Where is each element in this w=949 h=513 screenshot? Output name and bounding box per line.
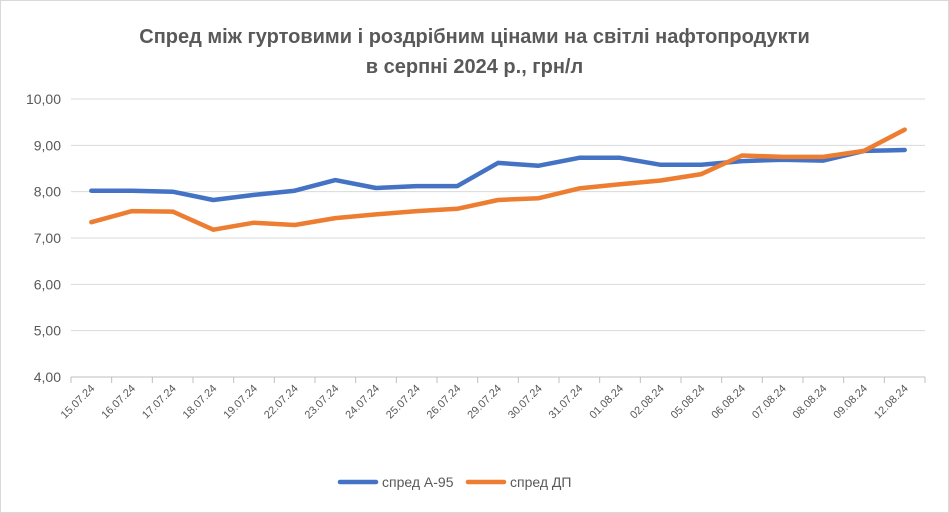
x-tick-label: 31.07.24 xyxy=(547,383,586,422)
chart-title-line1: Спред між гуртовими і роздрібним цінами … xyxy=(139,26,810,48)
y-tick-label: 4,00 xyxy=(34,369,61,385)
x-tick-label: 26.07.24 xyxy=(425,383,464,422)
y-axis-ticks: 4,00 5,00 6,00 7,00 8,00 9,00 10,00 xyxy=(26,91,61,385)
x-tick-label: 06.08.24 xyxy=(709,383,748,422)
y-tick-label: 8,00 xyxy=(34,184,61,200)
x-tick-label: 24.07.24 xyxy=(343,383,382,422)
x-tick-label: 12.08.24 xyxy=(872,383,911,422)
x-tick-label: 25.07.24 xyxy=(384,383,423,422)
x-tick-label: 05.08.24 xyxy=(669,383,708,422)
gridlines xyxy=(71,98,925,332)
x-tick-label: 29.07.24 xyxy=(465,383,504,422)
legend-label: спред А-95 xyxy=(382,474,454,490)
x-tick-label: 02.08.24 xyxy=(628,383,667,422)
y-tick-label: 6,00 xyxy=(34,276,61,292)
series-line-a95 xyxy=(89,147,907,203)
x-axis xyxy=(70,376,926,383)
x-tick-label: 17.07.24 xyxy=(140,383,179,422)
x-tick-label: 01.08.24 xyxy=(587,383,626,422)
x-tick-label: 30.07.24 xyxy=(506,383,545,422)
y-tick-label: 7,00 xyxy=(34,230,61,246)
legend: спред А-95 спред ДП xyxy=(337,474,571,490)
legend-item: спред А-95 xyxy=(337,474,454,490)
series-line-dp xyxy=(89,127,907,232)
x-tick-label: 18.07.24 xyxy=(181,383,220,422)
y-tick-label: 9,00 xyxy=(34,137,61,153)
legend-label: спред ДП xyxy=(510,474,571,490)
x-axis-ticks: 15.07.24 16.07.24 17.07.24 18.07.24 19.07.24… xyxy=(59,383,911,422)
x-tick-label: 22.07.24 xyxy=(262,383,301,422)
y-tick-label: 5,00 xyxy=(34,323,61,339)
y-tick-label: 10,00 xyxy=(26,91,61,107)
legend-item: спред ДП xyxy=(465,474,571,490)
chart-title: Спред між гуртовими і роздрібним цінами … xyxy=(0,22,949,82)
series-lines xyxy=(89,127,907,232)
x-tick-label: 16.07.24 xyxy=(99,383,138,422)
x-tick-label: 19.07.24 xyxy=(221,383,260,422)
x-tick-label: 23.07.24 xyxy=(303,383,342,422)
chart-title-line2: в серпні 2024 р., грн/л xyxy=(365,56,584,78)
x-tick-label: 15.07.24 xyxy=(59,383,98,422)
x-tick-label: 09.08.24 xyxy=(831,383,870,422)
x-tick-label: 07.08.24 xyxy=(750,383,789,422)
x-tick-label: 08.08.24 xyxy=(791,383,830,422)
